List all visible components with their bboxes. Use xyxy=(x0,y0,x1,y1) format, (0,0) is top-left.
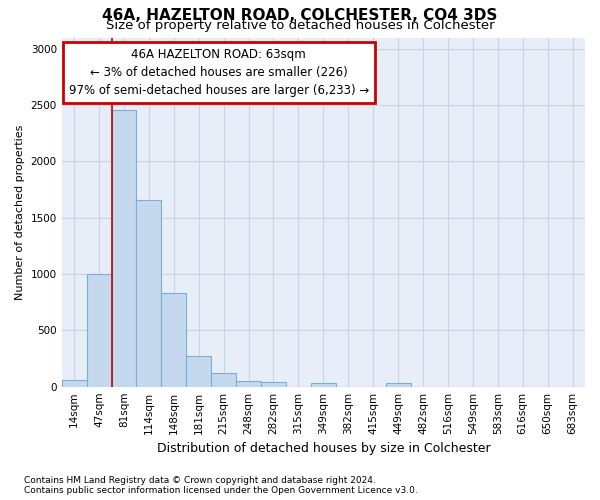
Y-axis label: Number of detached properties: Number of detached properties xyxy=(15,124,25,300)
Bar xyxy=(236,381,261,386)
Bar xyxy=(261,382,286,386)
X-axis label: Distribution of detached houses by size in Colchester: Distribution of detached houses by size … xyxy=(157,442,490,455)
Text: Contains HM Land Registry data © Crown copyright and database right 2024.: Contains HM Land Registry data © Crown c… xyxy=(24,476,376,485)
Bar xyxy=(136,200,161,386)
Bar xyxy=(86,274,112,386)
Bar xyxy=(62,380,86,386)
Bar xyxy=(386,384,410,386)
Bar xyxy=(186,356,211,386)
Text: Contains public sector information licensed under the Open Government Licence v3: Contains public sector information licen… xyxy=(24,486,418,495)
Text: 46A, HAZELTON ROAD, COLCHESTER, CO4 3DS: 46A, HAZELTON ROAD, COLCHESTER, CO4 3DS xyxy=(103,8,497,22)
Bar xyxy=(211,373,236,386)
Text: 46A HAZELTON ROAD: 63sqm
← 3% of detached houses are smaller (226)
97% of semi-d: 46A HAZELTON ROAD: 63sqm ← 3% of detache… xyxy=(68,48,369,97)
Bar xyxy=(311,384,336,386)
Bar xyxy=(112,110,136,386)
Text: Size of property relative to detached houses in Colchester: Size of property relative to detached ho… xyxy=(106,19,494,32)
Bar xyxy=(161,293,186,386)
